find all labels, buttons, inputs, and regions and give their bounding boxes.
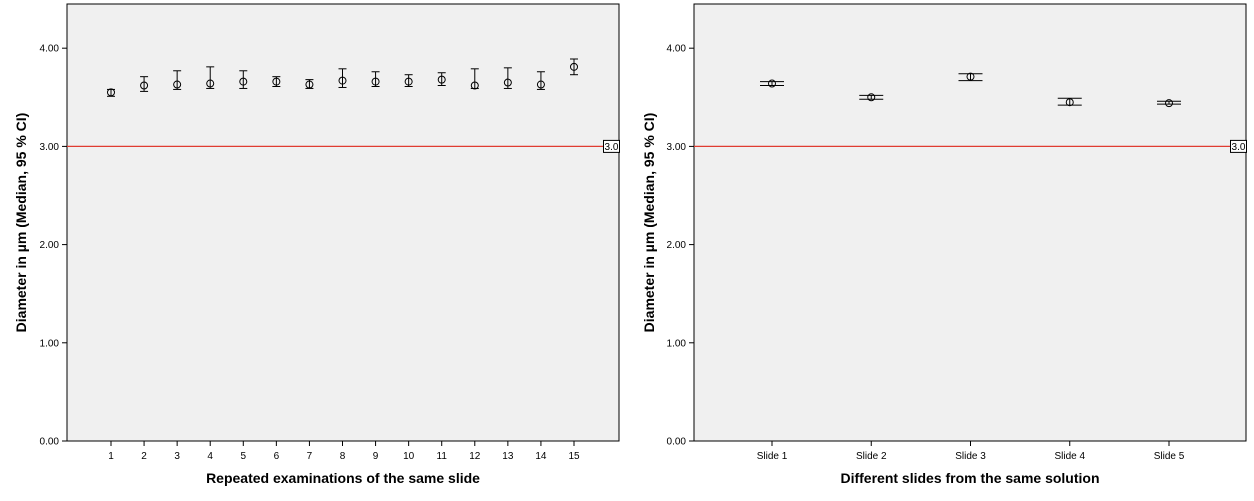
- x-tick-label: Slide 5: [1154, 451, 1185, 462]
- y-axis-title: Diameter in µm (Median, 95 % CI): [641, 113, 657, 333]
- median-point: [107, 88, 115, 97]
- x-tick-label: 5: [241, 451, 247, 462]
- x-tick-label: Slide 2: [856, 451, 887, 462]
- y-tick-label: 3.00: [40, 142, 60, 153]
- x-tick-label: 1: [108, 451, 114, 462]
- x-tick-label: 13: [502, 451, 514, 462]
- median-point: [1165, 99, 1173, 108]
- y-tick-label: 1.00: [40, 338, 60, 349]
- y-tick-label: 2.00: [40, 240, 60, 251]
- median-point: [768, 79, 776, 88]
- y-tick-label: 0.00: [667, 437, 687, 448]
- x-axis-title: Different slides from the same solution: [840, 470, 1099, 486]
- y-tick-label: 3.00: [667, 142, 687, 153]
- chart-panel-1: 0.001.002.003.004.001 2 3 4 5 6 7 8 9 10 11 12 13 14 1…: [13, 3, 620, 486]
- median-point: [305, 80, 314, 89]
- median-point: [536, 80, 545, 89]
- median-point: [173, 80, 182, 89]
- median-point: [437, 75, 446, 84]
- reference-label: 3.0: [1232, 142, 1246, 153]
- plot-area: [693, 3, 1247, 442]
- median-point: [1065, 98, 1074, 107]
- reference-label: 3.0: [605, 142, 619, 153]
- x-tick-label: 12: [469, 451, 481, 462]
- median-point: [404, 77, 413, 86]
- x-tick-label: 2: [141, 451, 147, 462]
- y-tick-label: 0.00: [40, 437, 60, 448]
- median-point: [570, 62, 578, 71]
- x-tick-label: 7: [307, 451, 313, 462]
- y-tick-label: 1.00: [667, 338, 687, 349]
- median-point: [338, 76, 347, 85]
- median-point: [239, 77, 248, 86]
- x-tick-label: 6: [274, 451, 280, 462]
- reference-label-box: [1230, 139, 1247, 153]
- median-point: [272, 77, 281, 86]
- x-tick-label: 8: [340, 451, 346, 462]
- x-tick-label: 10: [403, 451, 415, 462]
- x-tick-label: Slide 1: [757, 451, 788, 462]
- x-tick-label: 9: [373, 451, 379, 462]
- x-tick-label: 3: [174, 451, 180, 462]
- median-point: [503, 78, 512, 87]
- x-tick-label: Slide 4: [1054, 451, 1085, 462]
- y-tick-label: 4.00: [667, 44, 687, 55]
- x-tick-label: 15: [568, 451, 580, 462]
- median-point: [966, 72, 975, 81]
- median-point: [470, 81, 479, 90]
- y-tick-label: 4.00: [40, 44, 60, 55]
- x-tick-label: 14: [535, 451, 547, 462]
- reference-label-box: [603, 139, 620, 153]
- x-tick-label: Slide 3: [955, 451, 986, 462]
- x-tick-label: 4: [207, 451, 213, 462]
- x-axis-title: Repeated examinations of the same slide: [206, 470, 480, 486]
- median-point: [206, 79, 215, 88]
- median-point: [140, 81, 149, 90]
- median-point: [371, 77, 380, 86]
- median-point: [867, 93, 876, 102]
- y-tick-label: 2.00: [667, 240, 687, 251]
- y-axis-title: Diameter in µm (Median, 95 % CI): [13, 113, 29, 333]
- x-tick-label: 11: [437, 451, 448, 462]
- chart-panel-2: 0.00 1.00 2.00 3.00 4.00 Slide 1 Slide 2 Slide …: [641, 3, 1247, 486]
